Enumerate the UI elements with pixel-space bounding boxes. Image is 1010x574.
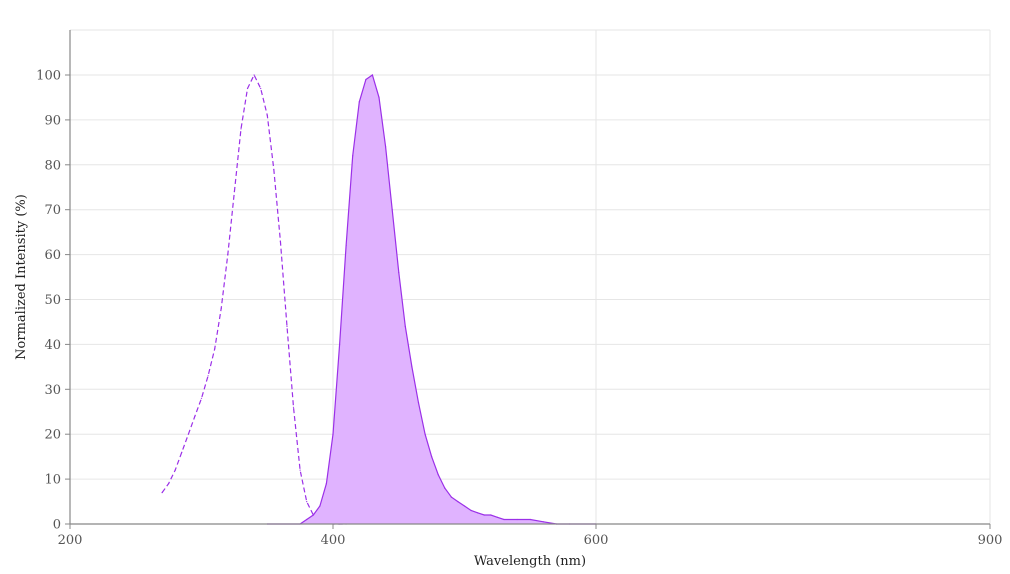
excitation-point (260, 87, 262, 90)
emission-point (352, 155, 354, 157)
emission-point (365, 78, 367, 81)
excitation-point (207, 375, 209, 377)
emission-point (319, 505, 321, 507)
excitation-point (306, 501, 308, 503)
emission-point (424, 433, 426, 435)
emission-point (450, 496, 452, 498)
emission-point (457, 501, 459, 503)
y-tick-label: 10 (44, 473, 61, 488)
emission-point (404, 325, 406, 327)
x-tick-label: 200 (58, 533, 83, 548)
emission-point (496, 516, 498, 518)
y-axis-title: Normalized Intensity (%) (14, 194, 29, 360)
emission-point (516, 518, 518, 521)
excitation-point (273, 168, 275, 170)
emission-point (398, 272, 400, 274)
emission-point (470, 509, 472, 512)
excitation-point (227, 254, 229, 256)
y-tick-label: 80 (44, 158, 61, 173)
excitation-point (299, 469, 301, 471)
emission-point (483, 514, 485, 516)
y-tick-label: 70 (44, 203, 61, 218)
emission-point (358, 101, 360, 103)
emission-point (490, 514, 492, 516)
y-tick-label: 20 (44, 428, 61, 443)
emission-point (378, 96, 380, 98)
y-tick-label: 30 (44, 383, 61, 398)
excitation-point (168, 483, 170, 485)
emission-point (503, 518, 505, 521)
x-tick-label: 400 (321, 533, 346, 548)
y-tick-label: 50 (44, 293, 61, 308)
emission-point (306, 518, 308, 521)
excitation-point (161, 492, 163, 494)
emission-point (542, 521, 545, 523)
excitation-point (194, 415, 196, 417)
emission-point (385, 146, 387, 148)
emission-point (339, 343, 341, 345)
excitation-point (279, 240, 281, 242)
y-tick-label: 90 (44, 113, 61, 128)
excitation-point (266, 114, 268, 116)
excitation-point (214, 348, 216, 350)
y-tick-label: 100 (36, 69, 61, 84)
excitation-point (220, 307, 222, 310)
excitation-point (187, 433, 189, 435)
excitation-point (240, 128, 242, 130)
axes (69, 30, 990, 525)
x-tick-label: 900 (978, 533, 1003, 548)
excitation-point (174, 469, 176, 471)
emission-point (431, 456, 433, 458)
excitation-point (246, 87, 249, 90)
emission-point (437, 474, 439, 476)
excitation-point (286, 325, 288, 327)
series-group (161, 73, 597, 525)
emission-point (391, 209, 393, 211)
emission-point (345, 245, 347, 247)
y-tick-label: 60 (44, 248, 61, 263)
tick-labels: 0 10 20 30 40 50 60 70 80 90 100 200 400 600 900 (36, 69, 1002, 549)
emission-point (411, 366, 413, 368)
emission-point (417, 402, 420, 404)
emission-point (332, 433, 334, 435)
x-tick-label: 600 (584, 533, 609, 548)
x-axis-title: Wavelength (nm) (474, 554, 586, 569)
emission-area-fill (267, 75, 596, 524)
excitation-point (200, 397, 203, 399)
emission-point (325, 483, 327, 485)
excitation-point (233, 191, 235, 193)
emission-point (477, 512, 479, 514)
emission-point (444, 487, 446, 489)
emission-point (312, 514, 314, 516)
excitation-point (292, 406, 295, 408)
emission-point (463, 505, 466, 507)
excitation-point (253, 74, 255, 76)
grid (69, 29, 991, 525)
y-tick-label: 40 (44, 338, 61, 353)
emission-point (529, 518, 531, 521)
y-tick-label: 0 (53, 518, 61, 533)
emission-point (371, 74, 373, 76)
excitation-point (181, 451, 183, 453)
